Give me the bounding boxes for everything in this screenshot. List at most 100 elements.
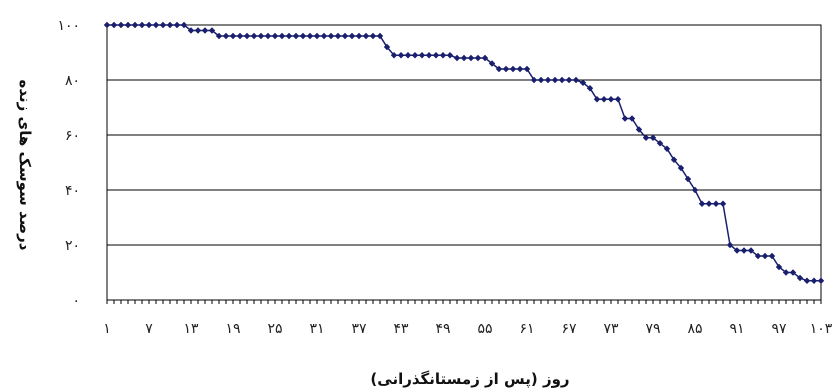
data-point [117, 21, 125, 29]
data-point [586, 85, 594, 92]
data-point [656, 140, 664, 147]
data-point [607, 96, 615, 103]
data-point [201, 27, 209, 34]
data-point [334, 32, 342, 40]
data-point [397, 52, 405, 59]
data-point [432, 52, 440, 59]
data-point [719, 200, 727, 207]
data-point [579, 79, 587, 86]
data-point [390, 52, 398, 59]
data-point [320, 32, 328, 40]
data-point [166, 21, 174, 29]
plot-area [106, 24, 822, 301]
x-axis-ticks: ۱ ۷ ۱۳ ۱۹ ۲۵ ۳۱ ۳۷ ۴۳ ۴۹ ۵۵ ۶۱ ۶۷ ۷۳ ۷۹ ۸۵ ۹۱ ۹۷ ۱۰۳ [103, 300, 833, 337]
x-tick-label: ۱ [103, 321, 111, 337]
data-point [362, 32, 370, 40]
data-point [180, 21, 188, 29]
x-tick-label: ۴۹ [435, 321, 450, 337]
data-point [467, 54, 475, 62]
data-point [544, 76, 552, 84]
x-tick-label: ۷ [145, 321, 153, 337]
data-point [285, 32, 293, 40]
x-tick-label: ۸۵ [687, 321, 702, 337]
data-point [348, 32, 356, 40]
data-point [642, 134, 650, 141]
data-point [355, 32, 363, 40]
data-point [327, 32, 335, 40]
data-point [208, 27, 216, 34]
data-point [754, 252, 762, 260]
data-point [460, 54, 468, 62]
data-point [684, 175, 692, 183]
data-point [747, 247, 755, 254]
data-point [271, 32, 279, 40]
data-point [425, 52, 433, 59]
series-line [107, 24, 821, 282]
data-point [278, 32, 286, 40]
y-tick-label: ۴۰ [65, 183, 80, 199]
y-tick-label: ۰ [72, 293, 80, 309]
data-point [523, 65, 531, 73]
data-point [222, 32, 230, 40]
data-point [530, 76, 538, 84]
data-point [250, 32, 258, 40]
y-tick-label: ۶۰ [65, 128, 80, 144]
data-point [712, 200, 720, 207]
data-point [803, 277, 811, 284]
x-tick-label: ۹۱ [729, 321, 744, 337]
data-point [775, 263, 783, 271]
data-point [173, 21, 181, 29]
data-point [796, 274, 804, 282]
data-point [383, 43, 391, 51]
data-point [537, 76, 545, 84]
y-tick-label: ۱۰۰ [57, 18, 80, 34]
data-point [628, 115, 636, 122]
y-axis-ticks: ۰ ۲۰ ۴۰ ۶۰ ۸۰ ۱۰۰ [57, 18, 80, 309]
data-point [418, 52, 426, 59]
data-point [103, 21, 111, 29]
x-tick-label: ۱۹ [225, 321, 240, 337]
data-point [789, 269, 797, 276]
x-tick-label: ۵۵ [477, 321, 492, 337]
x-tick-label: ۴۳ [393, 321, 409, 337]
data-point [572, 76, 580, 84]
data-point [194, 27, 202, 34]
y-tick-label: ۸۰ [65, 73, 80, 89]
data-point [369, 32, 377, 40]
x-tick-label: ۷۹ [645, 321, 660, 337]
data-point [306, 32, 314, 40]
data-point [677, 164, 685, 172]
data-point [740, 247, 748, 254]
data-point [768, 252, 776, 260]
data-point [600, 96, 608, 103]
data-point [565, 76, 573, 84]
data-point [481, 54, 489, 62]
data-point [726, 241, 734, 249]
y-tick-label: ۲۰ [65, 238, 80, 254]
data-point [663, 145, 671, 152]
x-tick-label: ۶۷ [561, 321, 577, 337]
data-point [236, 32, 244, 40]
data-point [138, 21, 146, 29]
y-axis-title: درصد سوسک های زنده [16, 80, 34, 251]
data-point [215, 32, 223, 40]
data-point [810, 277, 818, 284]
data-point [292, 32, 300, 40]
x-tick-label: ۹۷ [771, 321, 787, 337]
x-tick-label: ۶۱ [519, 321, 534, 337]
data-point [152, 21, 160, 29]
data-point [705, 200, 713, 207]
data-point [817, 277, 825, 284]
data-point [131, 21, 139, 29]
data-point [243, 32, 251, 40]
data-point [761, 252, 769, 260]
data-point [733, 247, 741, 254]
data-point [376, 32, 384, 40]
data-point [124, 21, 132, 29]
data-point [257, 32, 265, 40]
data-point [299, 32, 307, 40]
data-point [313, 32, 321, 40]
data-point [446, 52, 454, 59]
data-point [474, 54, 482, 62]
